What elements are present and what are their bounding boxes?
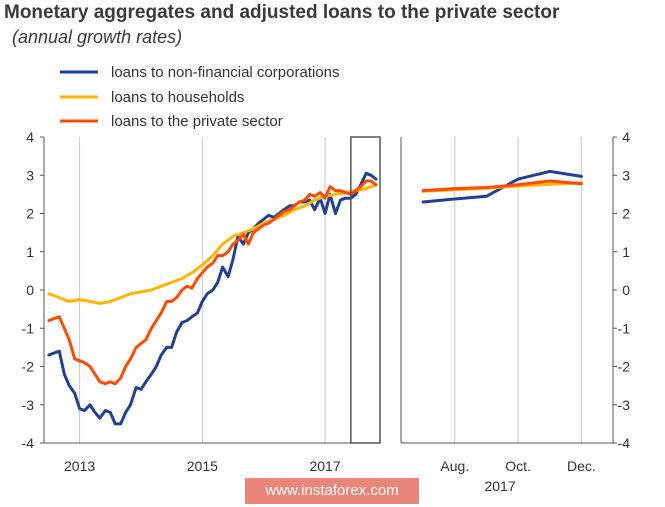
left-y-tick-label: 3 <box>26 167 34 183</box>
right-y-tick-label: 3 <box>622 167 630 183</box>
left-y-tick-label: -3 <box>22 397 35 413</box>
right-y-tick-label: -3 <box>618 397 631 413</box>
right-y-tick-label: 2 <box>622 206 630 222</box>
left-y-tick-label: 4 <box>26 129 34 145</box>
left-y-tick-label: -2 <box>22 359 35 375</box>
left-line-loans-to-households <box>47 183 378 305</box>
zoom-highlight-box <box>350 136 381 444</box>
legend-label: loans to households <box>111 89 244 106</box>
left-x-tick-label: 2013 <box>64 458 95 474</box>
left-y-tick-label: -4 <box>22 435 35 451</box>
right-y-tick-label: 4 <box>622 129 630 145</box>
right-y-tick-label: -2 <box>618 359 631 375</box>
legend-label: loans to non-financial corporations <box>111 64 339 81</box>
right-y-tick-label: -1 <box>618 320 631 336</box>
chart-subtitle: (annual growth rates) <box>12 27 183 47</box>
left-y-tick-label: -1 <box>22 320 35 336</box>
right-y-tick-label: -4 <box>618 435 631 451</box>
legend-label: loans to the private sector <box>111 113 283 130</box>
chart-title: Monetary aggregates and adjusted loans t… <box>4 2 560 23</box>
right-x-tick-label: Oct. <box>505 458 531 474</box>
left-line-loans-to-non-financial-corporations <box>47 171 378 426</box>
watermark-badge: www.instaforex.com <box>245 478 419 504</box>
left-x-tick-label: 2017 <box>309 458 340 474</box>
right-y-tick-label: 0 <box>622 282 630 298</box>
right-x-tick-label: Dec. <box>567 458 596 474</box>
right-line-loans-to-the-private-sector <box>421 179 583 193</box>
left-y-tick-label: 2 <box>26 206 34 222</box>
right-x-tick-label: Aug. <box>440 458 469 474</box>
left-y-tick-label: 0 <box>26 282 34 298</box>
right-year-label: 2017 <box>484 478 515 494</box>
left-x-tick-label: 2015 <box>187 458 218 474</box>
left-line-loans-to-the-private-sector <box>47 179 378 386</box>
right-y-tick-label: 1 <box>622 244 630 260</box>
left-y-tick-label: 1 <box>26 244 34 260</box>
